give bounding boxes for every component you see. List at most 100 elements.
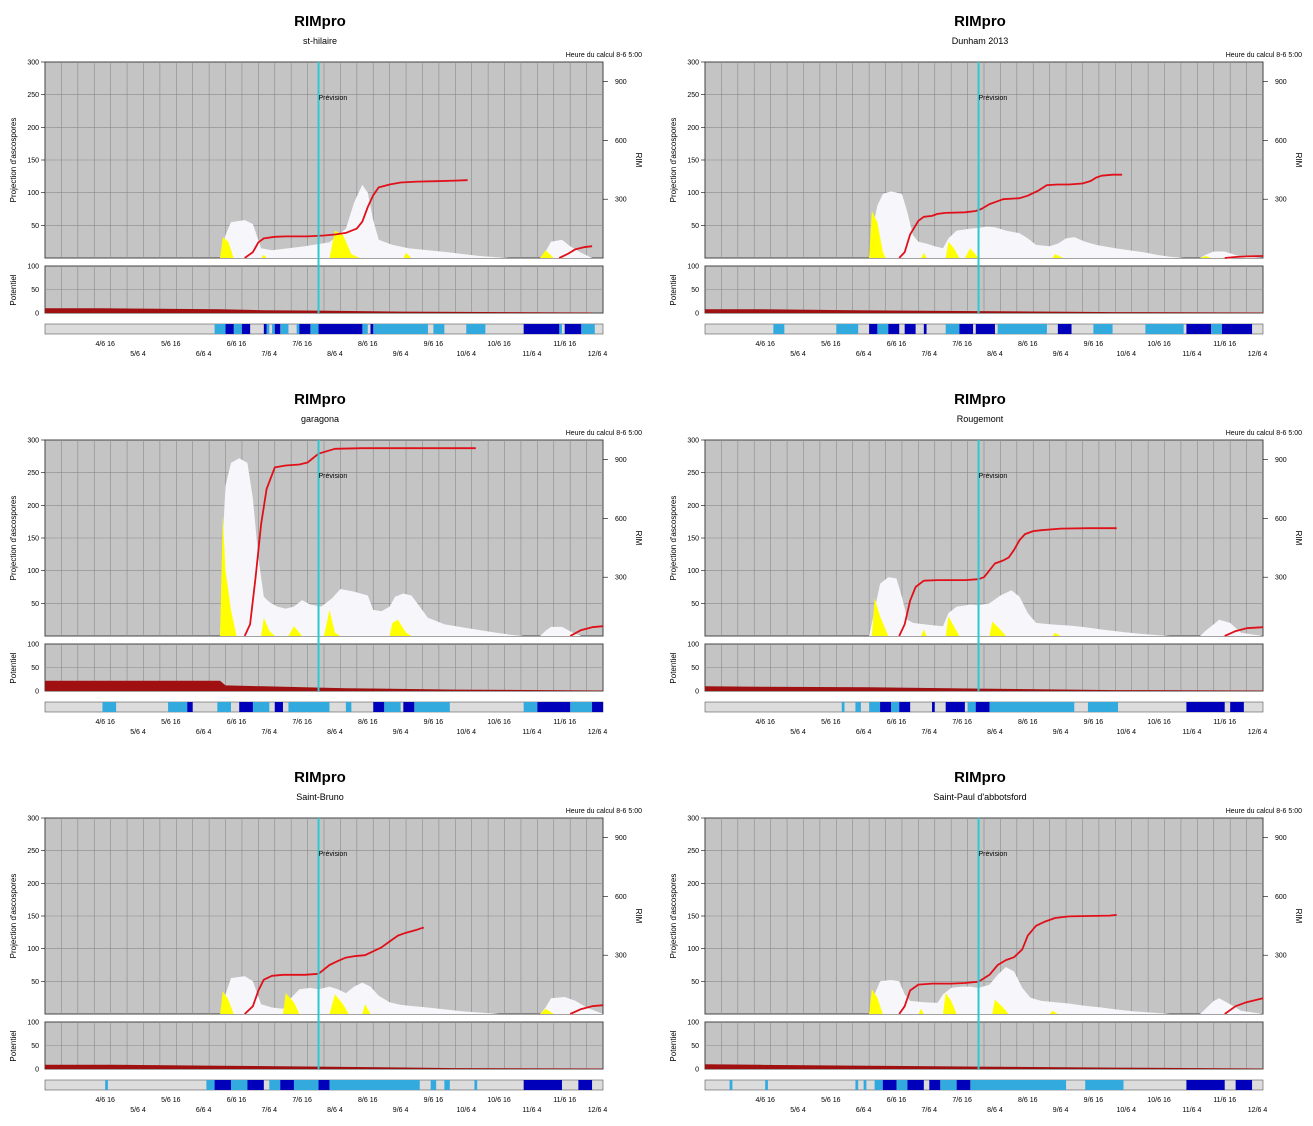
y-right-tick: 600 — [1275, 516, 1287, 523]
wetness-segment-light — [373, 324, 428, 334]
y-potential-tick: 100 — [27, 1020, 39, 1027]
x-tick-top: 4/6 16 — [755, 719, 775, 726]
wetness-segment-dark — [899, 702, 911, 712]
wetness-segment-dark — [945, 702, 965, 712]
x-tick-top: 11/6 16 — [553, 719, 576, 726]
y-left-tick: 150 — [687, 158, 699, 165]
y-potential-tick: 100 — [687, 264, 699, 271]
x-tick-top: 8/6 16 — [1018, 341, 1038, 348]
y-left-tick: 250 — [687, 470, 699, 477]
x-tick-bottom: 7/6 4 — [922, 351, 938, 358]
wetness-segment-dark — [274, 324, 281, 334]
calc-time-label: Heure du calcul 8-6 5:00 — [1226, 52, 1302, 59]
rimpro-chart-2: RIMpro Dunham 2013 Heure du calcul 8-6 5:0… — [660, 0, 1313, 370]
y-left-tick: 300 — [687, 60, 699, 67]
wetness-segment-light — [102, 702, 117, 712]
x-tick-bottom: 5/6 4 — [130, 729, 146, 736]
y-right-tick: 600 — [1275, 138, 1287, 145]
y-right-axis-label: RIM — [1294, 153, 1303, 168]
x-tick-bottom: 6/6 4 — [196, 729, 212, 736]
y-left-tick: 200 — [27, 503, 39, 510]
wetness-segment-light — [997, 324, 1047, 334]
wetness-segment-light — [293, 1080, 319, 1090]
wetness-segment-light — [269, 1080, 281, 1090]
x-tick-bottom: 6/6 4 — [196, 351, 212, 358]
y-potential-axis-label: Potentiel — [9, 1030, 18, 1061]
x-tick-bottom: 10/6 4 — [1117, 351, 1137, 358]
x-tick-top: 9/6 16 — [424, 719, 444, 726]
forecast-label: Prévision — [979, 473, 1008, 480]
y-potential-tick: 50 — [691, 287, 699, 294]
y-left-tick: 50 — [691, 979, 699, 986]
wetness-segment-light — [970, 1080, 1067, 1090]
wetness-segment-light — [1211, 324, 1222, 334]
wetness-segment-dark — [403, 702, 415, 712]
y-potential-tick: 0 — [35, 1067, 39, 1074]
x-tick-top: 9/6 16 — [424, 1097, 444, 1104]
series-rim-line — [244, 926, 604, 1015]
series-rim-line — [243, 447, 604, 637]
wetness-segment-light — [967, 702, 1075, 712]
rimpro-chart-4: RIMpro Rougemont Heure du calcul 8-6 5:00 P… — [660, 378, 1313, 748]
chart-subtitle: Rougemont — [957, 414, 1004, 424]
x-tick-bottom: 10/6 4 — [1117, 1107, 1137, 1114]
x-tick-bottom: 6/6 4 — [196, 1107, 212, 1114]
y-left-tick: 150 — [27, 914, 39, 921]
y-right-axis-label: RIM — [634, 909, 643, 924]
x-tick-bottom: 11/6 4 — [1182, 729, 1201, 736]
x-tick-bottom: 8/6 4 — [987, 351, 1003, 358]
y-left-tick: 300 — [687, 816, 699, 823]
wetness-segment-light — [217, 702, 231, 712]
wetness-segment-light — [272, 324, 275, 334]
wetness-segment-dark — [869, 324, 878, 334]
x-tick-top: 4/6 16 — [755, 341, 775, 348]
wetness-segment-light — [940, 1080, 957, 1090]
wetness-segment-light — [1145, 324, 1184, 334]
x-tick-top: 6/6 16 — [227, 1097, 247, 1104]
x-tick-top: 5/6 16 — [161, 341, 181, 348]
series-projection-total — [869, 191, 1263, 258]
y-left-tick: 250 — [687, 848, 699, 855]
y-right-tick: 300 — [1275, 197, 1287, 204]
wetness-segment-dark — [880, 702, 891, 712]
series-projection-total — [220, 458, 582, 636]
rimpro-chart-5: RIMpro Saint-Bruno Heure du calcul 8-6 5:0… — [0, 756, 656, 1126]
x-tick-top: 5/6 16 — [821, 719, 841, 726]
calc-time-label: Heure du calcul 8-6 5:00 — [1226, 808, 1302, 815]
series-projection-total — [869, 967, 1263, 1014]
y-left-tick: 250 — [27, 848, 39, 855]
y-left-tick: 150 — [27, 158, 39, 165]
x-tick-top: 4/6 16 — [95, 1097, 115, 1104]
wetness-segment-dark — [1230, 702, 1244, 712]
series-projection-yellow — [220, 991, 554, 1014]
x-tick-top: 6/6 16 — [887, 719, 907, 726]
x-tick-bottom: 7/6 4 — [922, 1107, 938, 1114]
series-rim-line — [898, 173, 1264, 259]
x-tick-bottom: 7/6 4 — [262, 729, 278, 736]
wetness-segment-light — [836, 324, 859, 334]
wetness-segment-light — [572, 324, 595, 334]
x-tick-bottom: 10/6 4 — [457, 1107, 477, 1114]
wetness-segment-light — [280, 324, 289, 334]
x-tick-top: 11/6 16 — [1213, 1097, 1236, 1104]
series-projection-yellow — [220, 515, 412, 636]
x-tick-bottom: 8/6 4 — [987, 1107, 1003, 1114]
x-tick-bottom: 9/6 4 — [1053, 351, 1069, 358]
y-left-tick: 250 — [687, 92, 699, 99]
wetness-segment-light — [855, 702, 861, 712]
wetness-segment-light — [874, 1080, 883, 1090]
x-tick-bottom: 11/6 4 — [522, 351, 541, 358]
wetness-segment-light — [863, 1080, 867, 1090]
y-potential-axis-label: Potentiel — [669, 652, 678, 683]
wetness-segment-dark — [373, 702, 385, 712]
chart-subtitle: garagona — [301, 414, 339, 424]
wetness-segment-light — [1085, 1080, 1124, 1090]
wetness-segment-light — [206, 1080, 215, 1090]
wetness-segment-light — [414, 702, 450, 712]
wetness-segment-light — [570, 702, 598, 712]
x-tick-top: 4/6 16 — [95, 341, 115, 348]
y-left-tick: 100 — [687, 190, 699, 197]
x-tick-top: 6/6 16 — [227, 341, 247, 348]
x-tick-top: 6/6 16 — [887, 341, 907, 348]
forecast-label: Prévision — [979, 851, 1008, 858]
